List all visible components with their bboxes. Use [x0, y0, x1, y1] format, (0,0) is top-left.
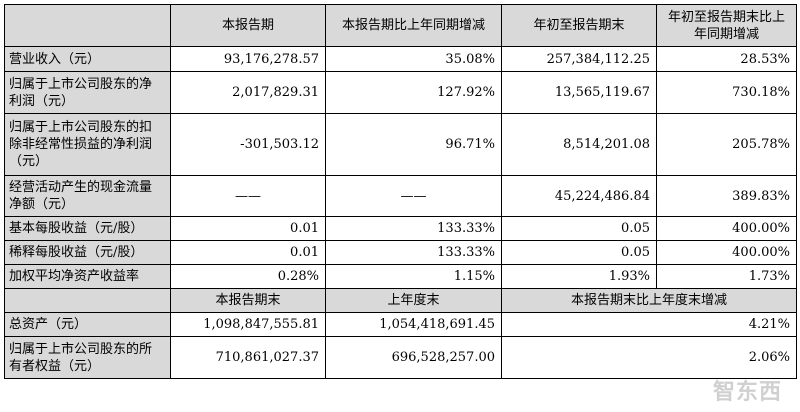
row-label: 稀释每股收益（元/股）	[4, 240, 171, 265]
watermark-logo: 智东西	[712, 380, 782, 405]
table-row: 归属于上市公司股东的所有者权益（元） 710,861,027.37 696,52…	[4, 336, 797, 379]
cell-current: 0.01	[170, 240, 326, 265]
header-yoy-change: 本报告期比上年同期增减	[325, 4, 502, 47]
cell-ytd-yoy: 205.78%	[656, 113, 797, 176]
row-label: 归属于上市公司股东的净利润（元）	[4, 71, 171, 114]
cell-ytd-yoy: 389.83%	[656, 175, 797, 217]
cell-yoy: 133.33%	[325, 216, 502, 241]
cell-yoy: 96.71%	[325, 113, 502, 176]
cell-yoy: 1.15%	[325, 264, 502, 289]
table-row: 归属于上市公司股东的扣除非经常性损益的净利润（元） -301,503.12 96…	[4, 113, 797, 176]
cell-period-end: 710,861,027.37	[170, 336, 326, 379]
header-row-balance: 本报告期末 上年度末 本报告期末比上年度末增减	[4, 288, 797, 313]
cell-prev-year-end: 1,054,418,691.45	[325, 312, 502, 337]
financial-summary: 本报告期 本报告期比上年同期增减 年初至报告期末 年初至报告期末比上年同期增减 …	[4, 4, 797, 379]
header-blank	[4, 4, 171, 47]
row-label: 经营活动产生的现金流量净额（元）	[4, 175, 171, 217]
table-row: 归属于上市公司股东的净利润（元） 2,017,829.31 127.92% 13…	[4, 71, 797, 114]
row-label: 基本每股收益（元/股）	[4, 216, 171, 241]
cell-ytd: 8,514,201.08	[501, 113, 657, 176]
header2-period-end: 本报告期末	[170, 288, 326, 313]
cell-ytd: 1.93%	[501, 264, 657, 289]
financial-table: 本报告期 本报告期比上年同期增减 年初至报告期末 年初至报告期末比上年同期增减 …	[4, 4, 797, 379]
table-row: 总资产（元） 1,098,847,555.81 1,054,418,691.45…	[4, 312, 797, 337]
header-ytd: 年初至报告期末	[501, 4, 657, 47]
table-row: 稀释每股收益（元/股） 0.01 133.33% 0.05 400.00%	[4, 240, 797, 265]
table-row: 基本每股收益（元/股） 0.01 133.33% 0.05 400.00%	[4, 216, 797, 241]
cell-current: 0.01	[170, 216, 326, 241]
header-current-period: 本报告期	[170, 4, 326, 47]
row-label: 营业收入（元）	[4, 46, 171, 72]
cell-current: -301,503.12	[170, 113, 326, 176]
header2-blank	[4, 288, 171, 313]
cell-current: 0.28%	[170, 264, 326, 289]
cell-ytd-yoy: 400.00%	[656, 240, 797, 265]
cell-ytd-yoy: 28.53%	[656, 46, 797, 72]
cell-current: 93,176,278.57	[170, 46, 326, 72]
cell-ytd-yoy: 400.00%	[656, 216, 797, 241]
cell-ytd: 45,224,486.84	[501, 175, 657, 217]
cell-prev-year-end: 696,528,257.00	[325, 336, 502, 379]
cell-current: 2,017,829.31	[170, 71, 326, 114]
table-row: 加权平均净资产收益率 0.28% 1.15% 1.93% 1.73%	[4, 264, 797, 289]
cell-current: ——	[170, 175, 326, 217]
cell-ytd: 257,384,112.25	[501, 46, 657, 72]
header2-prev-year-end: 上年度末	[325, 288, 502, 313]
header-ytd-yoy-change: 年初至报告期末比上年同期增减	[656, 4, 797, 47]
cell-change: 2.06%	[501, 336, 797, 379]
table-row: 经营活动产生的现金流量净额（元） —— —— 45,224,486.84 389…	[4, 175, 797, 217]
cell-ytd: 0.05	[501, 216, 657, 241]
cell-ytd-yoy: 730.18%	[656, 71, 797, 114]
row-label: 总资产（元）	[4, 312, 171, 337]
row-label: 归属于上市公司股东的扣除非经常性损益的净利润（元）	[4, 113, 171, 176]
cell-ytd: 0.05	[501, 240, 657, 265]
cell-ytd-yoy: 1.73%	[656, 264, 797, 289]
cell-ytd: 13,565,119.67	[501, 71, 657, 114]
cell-yoy: ——	[325, 175, 502, 217]
header-row: 本报告期 本报告期比上年同期增减 年初至报告期末 年初至报告期末比上年同期增减	[4, 4, 797, 47]
row-label: 归属于上市公司股东的所有者权益（元）	[4, 336, 171, 379]
cell-period-end: 1,098,847,555.81	[170, 312, 326, 337]
table-row: 营业收入（元） 93,176,278.57 35.08% 257,384,112…	[4, 46, 797, 72]
cell-change: 4.21%	[501, 312, 797, 337]
row-label: 加权平均净资产收益率	[4, 264, 171, 289]
cell-yoy: 127.92%	[325, 71, 502, 114]
header2-change: 本报告期末比上年度末增减	[501, 288, 797, 313]
cell-yoy: 133.33%	[325, 240, 502, 265]
cell-yoy: 35.08%	[325, 46, 502, 72]
